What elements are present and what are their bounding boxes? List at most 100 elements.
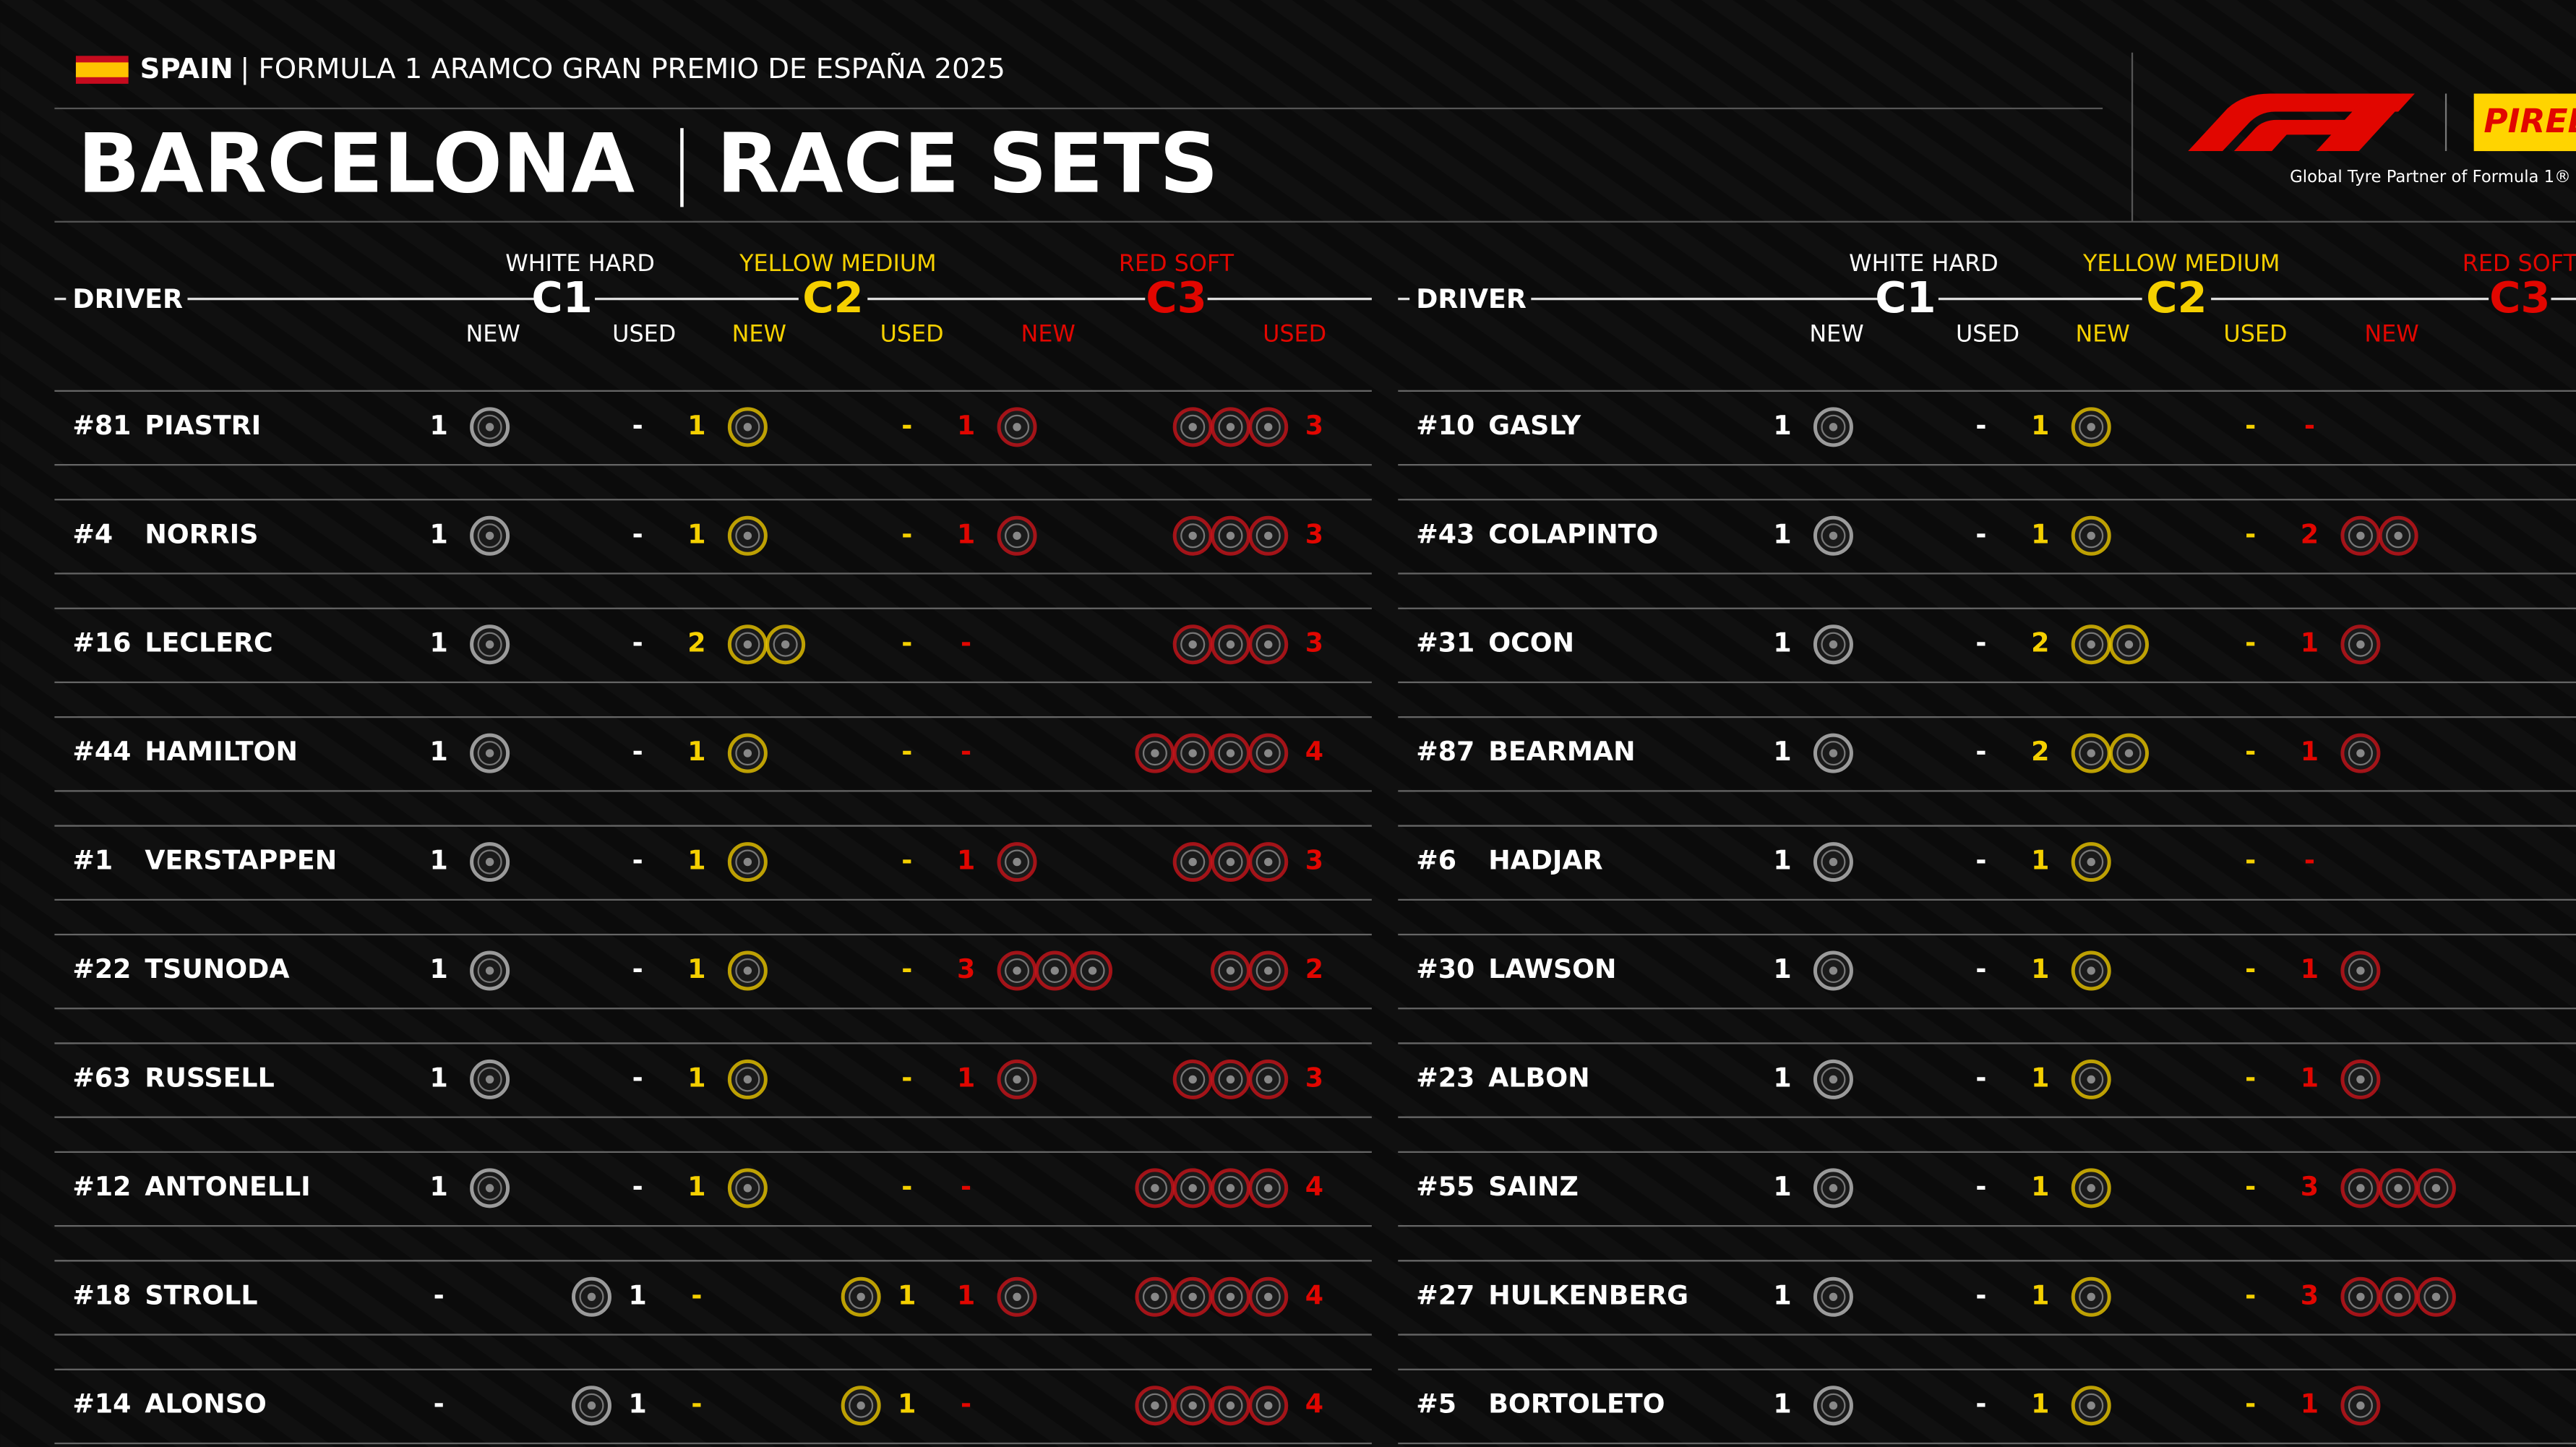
rim: [477, 1067, 502, 1092]
car-number: #4: [72, 518, 113, 549]
hub: [1013, 966, 1021, 975]
used-count: -: [1975, 845, 1986, 876]
tyre-icon: [2071, 842, 2111, 883]
used-count: -: [901, 627, 912, 658]
used-count: -: [1975, 1062, 1986, 1093]
rim: [1821, 958, 1846, 984]
tyre-icon: [727, 515, 768, 556]
tyre-icon: [1172, 1386, 1213, 1426]
new-count: 1: [430, 953, 448, 984]
new-label: NEW: [732, 320, 786, 348]
tyre-icon: [2340, 624, 2381, 665]
used-count: -: [632, 627, 643, 658]
rim: [2348, 632, 2373, 657]
used-count: -: [2245, 410, 2256, 441]
used-label: USED: [612, 320, 676, 348]
tyre-icon: [1172, 1276, 1213, 1317]
rim: [1821, 1393, 1846, 1418]
rim: [1218, 1067, 1243, 1092]
hub: [1188, 857, 1197, 867]
hub: [1188, 1401, 1197, 1410]
rim: [2116, 632, 2142, 657]
new-count: 1: [430, 1171, 448, 1202]
hub: [1050, 966, 1059, 975]
new-count: 1: [1773, 1171, 1791, 1202]
hub: [485, 423, 494, 431]
used-count: -: [901, 736, 912, 767]
tyre-icon: [1248, 515, 1289, 556]
rim: [1821, 1067, 1846, 1092]
rim: [1180, 414, 1206, 439]
used-count: -: [632, 1062, 643, 1093]
car-number: #44: [72, 736, 131, 767]
rim: [2348, 741, 2373, 766]
hub: [1013, 423, 1021, 431]
tyre-icon: [2071, 1059, 2111, 1099]
used-count: 1: [898, 1279, 916, 1310]
car-number: #23: [1416, 1062, 1474, 1093]
new-count: 1: [1773, 1279, 1791, 1310]
new-label: NEW: [1809, 320, 1863, 348]
compound-code: C2: [2146, 272, 2207, 322]
new-count: 1: [1773, 1062, 1791, 1093]
rim: [579, 1284, 604, 1310]
rim: [735, 958, 760, 984]
used-count: 4: [1305, 736, 1323, 767]
hub: [1088, 966, 1097, 975]
driver-name: HADJAR: [1488, 845, 1602, 876]
rim: [2386, 1284, 2411, 1310]
tyre-icon: [997, 515, 1037, 556]
rim: [2116, 741, 2142, 766]
new-count: 1: [430, 627, 448, 658]
rim: [2079, 958, 2104, 984]
hub: [485, 1075, 494, 1084]
tyre-icon: [1248, 624, 1289, 665]
used-count: -: [901, 845, 912, 876]
hub: [1188, 531, 1197, 540]
rim: [1821, 1175, 1846, 1201]
hub: [743, 857, 752, 867]
rim: [477, 849, 502, 875]
tyre-icon: [1248, 842, 1289, 883]
tyre-icon: [727, 733, 768, 773]
car-number: #22: [72, 953, 131, 984]
used-count: -: [901, 410, 912, 441]
tyre-icon: [1248, 950, 1289, 991]
hub: [1829, 1292, 1838, 1301]
compound-name: RED SOFT: [2463, 249, 2576, 277]
used-count: -: [2245, 1279, 2256, 1310]
car-number: #14: [72, 1388, 131, 1420]
used-count: -: [901, 953, 912, 984]
hub: [1013, 531, 1021, 540]
new-count: 3: [2301, 1279, 2319, 1310]
tyre-icon: [727, 624, 768, 665]
rim: [1255, 632, 1281, 657]
hub: [2087, 1292, 2095, 1301]
car-number: #1: [72, 845, 113, 876]
new-label: NEW: [2364, 320, 2418, 348]
tyre-icon: [1210, 1386, 1250, 1426]
tyre-icon: [2108, 733, 2149, 773]
hub: [2087, 857, 2095, 867]
rim: [2079, 1284, 2104, 1310]
hub: [1264, 531, 1273, 540]
new-count: 1: [2031, 953, 2049, 984]
hub: [1829, 1184, 1838, 1193]
driver-name: LECLERC: [145, 627, 272, 658]
driver-name: VERSTAPPEN: [145, 845, 337, 876]
tyre-icon: [997, 950, 1037, 991]
hub: [2356, 749, 2365, 757]
tyre-icon: [1813, 950, 1853, 991]
tyre-icon: [1813, 1276, 1853, 1317]
driver-name: STROLL: [145, 1279, 257, 1310]
hub: [2356, 1401, 2365, 1410]
hub: [1829, 531, 1838, 540]
used-count: 3: [1305, 1062, 1323, 1093]
rim: [2386, 1175, 2411, 1201]
hub: [1226, 1401, 1235, 1410]
tyre-icon: [1172, 733, 1213, 773]
tyre-icon: [1813, 842, 1853, 883]
rim: [735, 741, 760, 766]
driver-name: GASLY: [1488, 410, 1581, 441]
